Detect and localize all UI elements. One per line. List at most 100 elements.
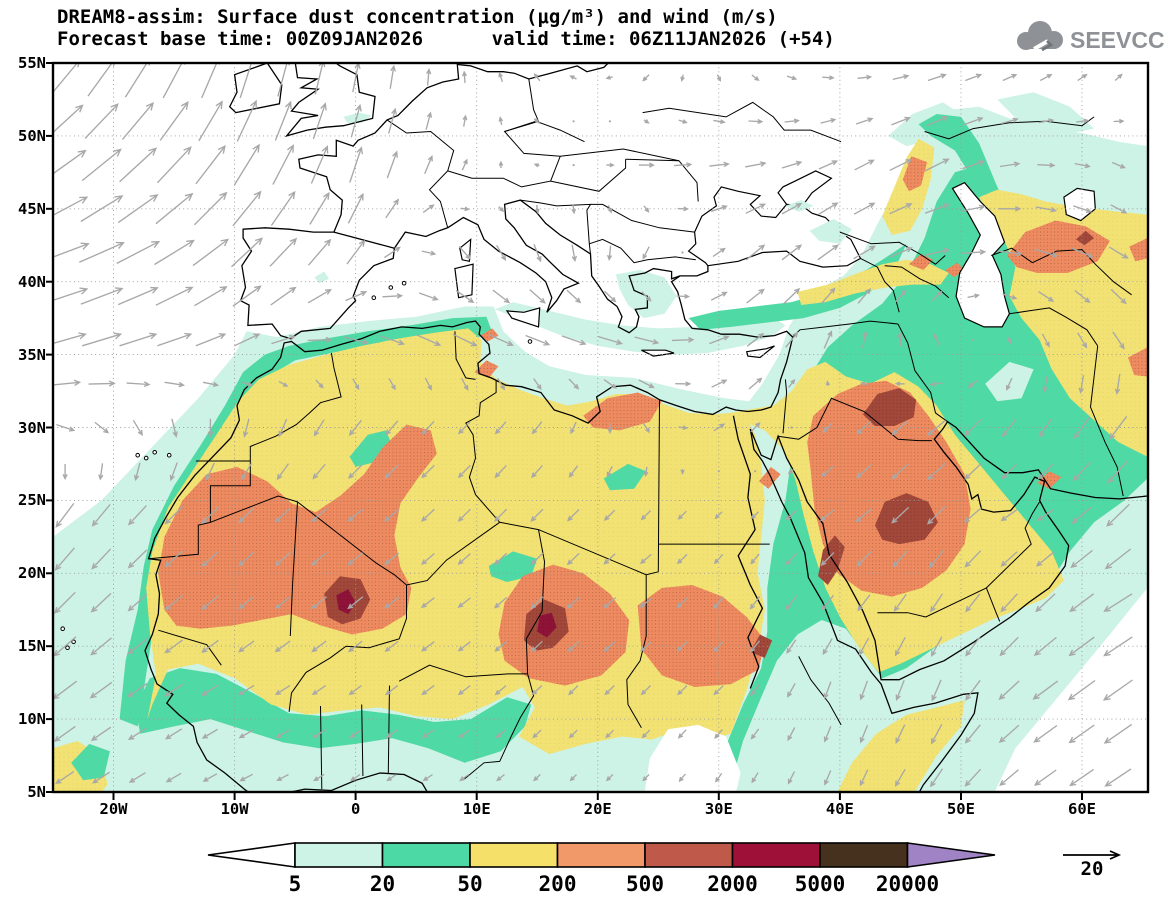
country-border bbox=[447, 156, 561, 188]
lat-label-35N: 35N bbox=[18, 345, 46, 364]
colorbar-label-20: 20 bbox=[369, 872, 396, 896]
country-border bbox=[589, 238, 696, 264]
lat-label-40N: 40N bbox=[18, 272, 46, 291]
dust-region-c1 bbox=[494, 302, 786, 355]
wind-legend-label: 20 bbox=[1080, 858, 1104, 880]
country-border bbox=[525, 529, 546, 674]
country-border bbox=[158, 629, 222, 666]
wind-legend-arrow-icon bbox=[1063, 850, 1122, 860]
dust-region-c2 bbox=[603, 463, 647, 491]
lat-label-45N: 45N bbox=[18, 199, 46, 218]
colorbar-label-50: 50 bbox=[457, 872, 483, 896]
country-border bbox=[465, 380, 501, 523]
island-dot bbox=[65, 645, 70, 651]
map-canvas bbox=[46, 61, 1150, 800]
colorbar-segment bbox=[731, 842, 821, 868]
dust-region-c1 bbox=[997, 92, 1095, 136]
coastline bbox=[749, 420, 1148, 681]
country-border bbox=[924, 116, 1095, 140]
country-border bbox=[1009, 307, 1099, 347]
island-dot bbox=[143, 455, 149, 461]
colorbar-under-arrow bbox=[207, 842, 296, 868]
lon-label-30E: 30E bbox=[704, 800, 733, 818]
country-border bbox=[884, 265, 950, 299]
country-border bbox=[398, 664, 528, 682]
sea-outline bbox=[454, 263, 474, 299]
colorbar-label-20000: 20000 bbox=[875, 872, 940, 896]
lon-label-50E: 50E bbox=[946, 800, 975, 818]
wind-arrows bbox=[53, 63, 1133, 788]
country-border bbox=[860, 257, 900, 313]
lon-label-40E: 40E bbox=[825, 800, 854, 818]
country-border bbox=[387, 685, 390, 774]
lat-label-10N: 10N bbox=[18, 710, 46, 729]
sea-outline bbox=[641, 349, 675, 357]
dust-region-c2 bbox=[135, 668, 532, 763]
island-dot bbox=[371, 295, 377, 301]
country-border bbox=[503, 78, 680, 162]
lon-label-0: 0 bbox=[350, 800, 361, 818]
country-border bbox=[657, 399, 660, 572]
coastline bbox=[239, 227, 396, 340]
dust-region-white bbox=[644, 724, 741, 792]
colorbar-segment bbox=[819, 842, 909, 868]
colorbar-segment bbox=[644, 842, 734, 868]
colorbar-segment bbox=[294, 842, 384, 868]
map-layers bbox=[53, 63, 1148, 792]
island-dot bbox=[71, 639, 76, 645]
country-border bbox=[504, 120, 585, 143]
country-border bbox=[778, 397, 932, 442]
lon-label-60E: 60E bbox=[1068, 800, 1096, 818]
island-dot bbox=[388, 285, 394, 290]
country-border bbox=[320, 705, 323, 790]
colorbar bbox=[207, 842, 1122, 868]
dust-region-c1 bbox=[314, 271, 329, 284]
colorbar-label-200: 200 bbox=[538, 872, 577, 896]
seevccc-logo: SEEVCCC bbox=[1012, 18, 1165, 56]
island-dot bbox=[166, 452, 172, 458]
country-border bbox=[288, 585, 407, 712]
country-border bbox=[550, 159, 627, 192]
lon-label-10E: 10E bbox=[462, 800, 491, 818]
lat-label-25N: 25N bbox=[18, 491, 46, 510]
sea-outline bbox=[745, 345, 775, 359]
country-border bbox=[792, 320, 899, 338]
country-border bbox=[782, 379, 788, 434]
country-border bbox=[897, 323, 948, 423]
country-border bbox=[464, 673, 535, 780]
map-subtitle: Forecast base time: 00Z09JAN2026 valid t… bbox=[57, 28, 835, 50]
lat-label-20N: 20N bbox=[18, 564, 46, 583]
lat-label-50N: 50N bbox=[18, 126, 46, 145]
colorbar-segment bbox=[556, 842, 646, 868]
dust-region-c2 bbox=[71, 743, 110, 781]
lon-label-20E: 20E bbox=[583, 800, 612, 818]
country-border bbox=[361, 704, 364, 777]
logo-text: SEEVCCC bbox=[1070, 27, 1164, 53]
lat-label-55N: 55N bbox=[18, 54, 46, 72]
colorbar-label-2000: 2000 bbox=[707, 872, 758, 896]
colorbar-label-500: 500 bbox=[626, 872, 664, 896]
island-dot bbox=[135, 452, 140, 458]
lat-label-15N: 15N bbox=[18, 637, 46, 656]
country-border bbox=[386, 119, 455, 228]
map-title: DREAM8-assim: Surface dust concentration… bbox=[57, 6, 778, 28]
country-border bbox=[877, 587, 1001, 622]
sea-outline bbox=[687, 186, 862, 268]
island-dot bbox=[60, 626, 66, 632]
colorbar-segment bbox=[469, 842, 559, 868]
dust-region-c1 bbox=[985, 361, 1034, 402]
country-border bbox=[642, 101, 842, 143]
coastline bbox=[749, 428, 979, 792]
colorbar-label-5: 5 bbox=[288, 872, 302, 896]
coastline bbox=[393, 227, 448, 249]
island-dot bbox=[527, 339, 533, 344]
country-border bbox=[249, 353, 342, 461]
dust-region-c2 bbox=[688, 243, 907, 330]
country-border bbox=[986, 501, 1041, 589]
coastline bbox=[228, 63, 283, 114]
lon-label-20W: 20W bbox=[99, 800, 128, 818]
lat-label-30N: 30N bbox=[18, 418, 46, 437]
sea-outline bbox=[951, 181, 1011, 328]
coastline bbox=[298, 63, 610, 233]
